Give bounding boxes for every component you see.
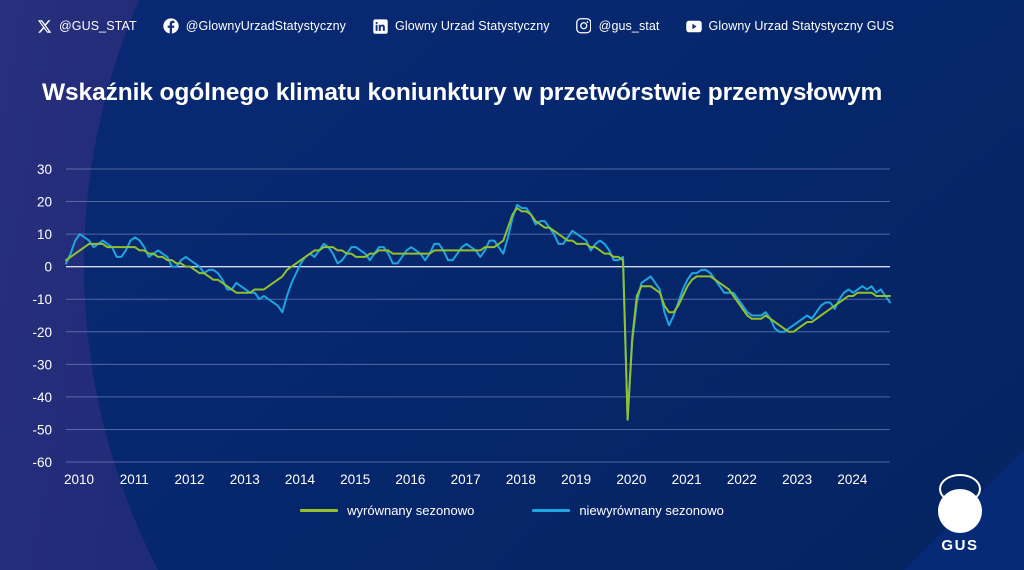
y-axis-tick-label: -50: [32, 422, 52, 437]
page-title: Wskaźnik ogólnego klimatu koniunktury w …: [42, 79, 883, 106]
legend-swatch: [532, 509, 571, 512]
y-axis-tick-label: 10: [37, 227, 52, 242]
x-axis-tick-label: 2021: [672, 472, 702, 487]
chart-legend: wyrównany sezonowo niewyrównany sezonowo: [0, 503, 1024, 518]
social-link-label: Glowny Urzad Statystyczny GUS: [708, 19, 895, 33]
x-axis-tick-label: 2010: [64, 472, 94, 487]
x-axis-tick-label: 2020: [616, 472, 646, 487]
y-axis-tick-label: -30: [32, 357, 52, 372]
y-axis-tick-label: -10: [32, 292, 52, 307]
y-axis-tick-label: 20: [37, 195, 52, 210]
social-link-x[interactable]: @GUS_STAT: [36, 18, 137, 34]
gus-logo-mark: [929, 472, 991, 534]
gus-logo-text: GUS: [941, 537, 979, 554]
x-axis-tick-label: 2013: [230, 472, 260, 487]
legend-swatch: [300, 509, 339, 512]
y-axis-tick-label: -40: [32, 390, 52, 405]
instagram-icon: [576, 18, 592, 34]
x-axis-tick-label: 2019: [561, 472, 591, 487]
social-link-instagram[interactable]: @gus_stat: [576, 18, 660, 34]
youtube-icon: [685, 18, 702, 34]
y-axis-tick-label: -20: [32, 325, 52, 340]
x-axis-tick-label: 2017: [451, 472, 481, 487]
x-axis-tick-label: 2018: [506, 472, 536, 487]
social-link-label: @gus_stat: [598, 19, 660, 33]
series-line-not-seasonally-adjusted: [65, 203, 891, 421]
social-link-label: @GlownyUrzadStatystyczny: [185, 19, 347, 33]
chart-container: 30 20 10 0 -10 -20 -30 -40 -50 -60 2010 2011 2012 20…: [0, 140, 1024, 540]
gus-logo: GUS: [923, 472, 997, 554]
x-twitter-icon: [36, 18, 52, 34]
x-axis-labels: 2010 2011 2012 2013 2014 2015 2016 2017 2018 2019…: [64, 472, 868, 487]
chart-gridlines: [66, 168, 890, 463]
series-line-seasonally-adjusted: [65, 207, 891, 421]
x-axis-tick-label: 2022: [727, 472, 757, 487]
chart-series-layer: [65, 203, 891, 421]
linkedin-icon: [372, 18, 388, 34]
social-link-facebook[interactable]: @GlownyUrzadStatystyczny: [163, 18, 346, 34]
y-axis-labels: 30 20 10 0 -10 -20 -30 -40 -50 -60: [32, 162, 52, 470]
x-axis-tick-label: 2016: [395, 472, 425, 487]
x-axis-tick-label: 2011: [120, 472, 149, 487]
legend-label: wyrównany sezonowo: [347, 503, 475, 518]
legend-item-not-seasonally-adjusted[interactable]: niewyrównany sezonowo: [532, 503, 724, 518]
facebook-icon: [163, 18, 179, 34]
y-axis-tick-label: -60: [32, 455, 52, 470]
x-axis-tick-label: 2024: [837, 472, 868, 487]
social-links-bar: @GUS_STAT @GlownyUrzadStatystyczny Glown…: [36, 18, 894, 34]
x-axis-tick-label: 2014: [285, 472, 316, 487]
gus-logo-ring-icon: [939, 474, 981, 504]
y-axis-tick-label: 0: [44, 260, 52, 275]
y-axis-tick-label: 30: [37, 162, 52, 177]
social-link-label: Glowny Urzad Statystyczny: [395, 19, 550, 33]
legend-item-seasonally-adjusted[interactable]: wyrównany sezonowo: [300, 503, 474, 518]
social-link-label: @GUS_STAT: [59, 19, 137, 33]
legend-label: niewyrównany sezonowo: [579, 503, 724, 518]
x-axis-tick-label: 2012: [174, 472, 204, 487]
social-link-youtube[interactable]: Glowny Urzad Statystyczny GUS: [685, 18, 895, 34]
x-axis-tick-label: 2023: [782, 472, 812, 487]
x-axis-tick-label: 2015: [340, 472, 370, 487]
social-link-linkedin[interactable]: Glowny Urzad Statystyczny: [372, 18, 550, 34]
